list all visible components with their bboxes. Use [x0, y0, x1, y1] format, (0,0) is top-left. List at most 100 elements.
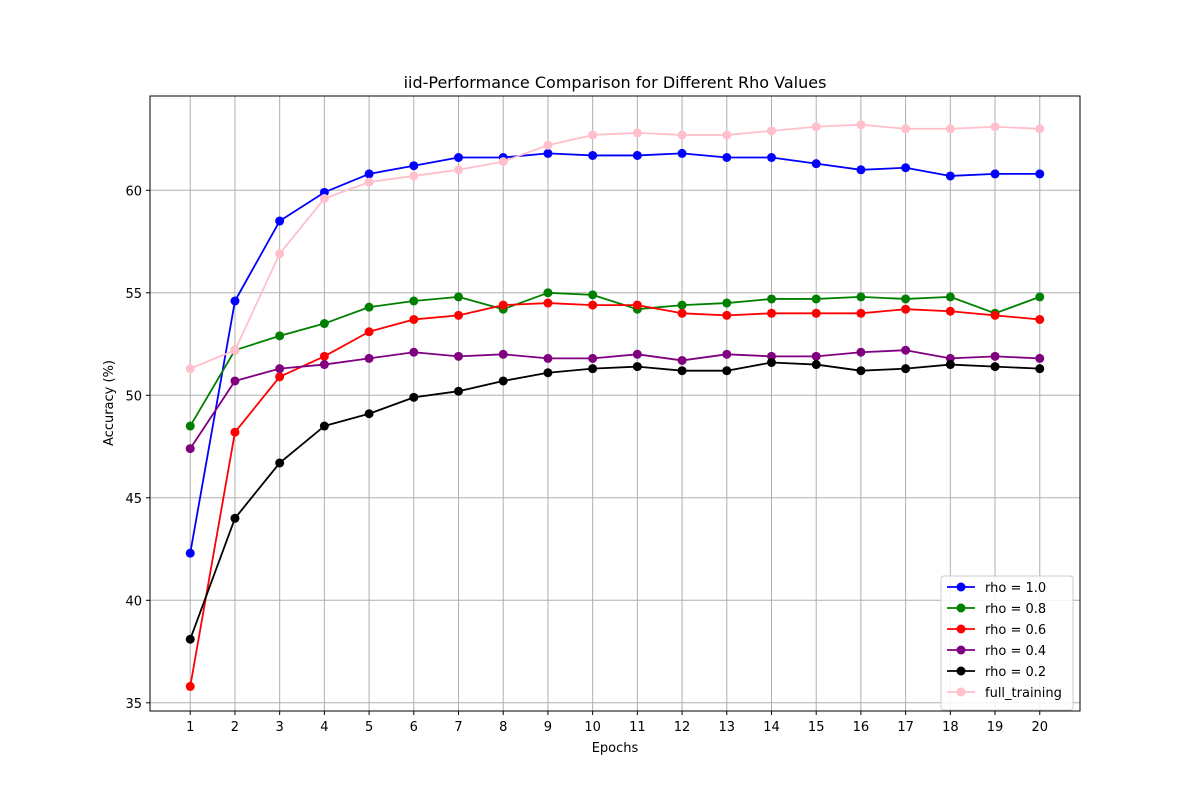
- data-point: [722, 310, 732, 320]
- series-line: [189, 361, 1040, 640]
- data-point: [275, 249, 285, 259]
- data-point: [901, 364, 911, 374]
- series-line: [189, 123, 1040, 370]
- data-point: [454, 165, 464, 175]
- data-point: [722, 130, 732, 140]
- data-point: [856, 120, 866, 130]
- data-point: [319, 351, 329, 361]
- data-point: [811, 360, 821, 370]
- x-tick-label: 16: [853, 720, 870, 735]
- x-tick-label: 20: [1031, 720, 1048, 735]
- data-point: [766, 358, 776, 367]
- data-point: [364, 177, 374, 187]
- data-point: [856, 292, 866, 302]
- data-point: [319, 187, 329, 197]
- x-tick-label: 15: [808, 720, 825, 735]
- data-point: [588, 290, 598, 300]
- data-point: [632, 150, 642, 160]
- data-point: [588, 353, 598, 363]
- series-line: [189, 291, 1041, 427]
- data-point: [275, 331, 285, 341]
- data-point: [409, 314, 419, 324]
- data-point: [901, 304, 911, 314]
- data-point: [364, 169, 374, 179]
- series-2: [185, 298, 1045, 691]
- data-point: [364, 302, 374, 312]
- data-point: [811, 122, 821, 132]
- data-point: [498, 157, 508, 167]
- legend-marker: [956, 603, 966, 613]
- data-point: [588, 150, 598, 160]
- data-point: [1035, 353, 1045, 363]
- legend-marker: [956, 666, 966, 676]
- data-point: [677, 148, 687, 158]
- data-point: [677, 366, 687, 376]
- chart-title: iid-Performance Comparison for Different…: [404, 73, 827, 92]
- data-point: [319, 319, 329, 329]
- legend-marker: [956, 624, 966, 634]
- data-point: [990, 122, 1000, 132]
- x-axis-label: Epochs: [592, 741, 639, 756]
- data-point: [1035, 124, 1045, 134]
- legend-box: [940, 575, 1074, 711]
- x-tick-label: 10: [584, 720, 601, 735]
- data-point: [677, 308, 687, 318]
- x-tick-label: 11: [629, 720, 646, 735]
- data-point: [856, 165, 866, 175]
- data-point: [543, 148, 553, 158]
- legend-label: rho = 1.0: [985, 581, 1046, 596]
- x-tick-label: 1: [186, 720, 194, 735]
- series-layer: [185, 120, 1045, 691]
- x-tick-label: 3: [276, 720, 284, 735]
- data-point: [275, 458, 285, 468]
- x-tick-label: 2: [231, 720, 239, 735]
- x-tick-label: 19: [987, 720, 1004, 735]
- data-point: [275, 372, 285, 382]
- data-point: [409, 392, 419, 402]
- x-tick-label: 17: [897, 720, 914, 735]
- data-point: [945, 306, 955, 316]
- data-point: [945, 353, 955, 363]
- series-line: [189, 349, 1040, 450]
- data-point: [677, 355, 687, 365]
- series-line: [189, 152, 1040, 554]
- data-point: [901, 124, 911, 134]
- data-point: [722, 298, 732, 308]
- data-point: [856, 347, 866, 357]
- data-point: [766, 126, 776, 136]
- data-point: [319, 194, 329, 203]
- data-point: [901, 345, 911, 355]
- x-tick-label: 9: [544, 720, 552, 735]
- data-point: [230, 296, 240, 306]
- data-point: [498, 349, 508, 359]
- data-point: [766, 308, 776, 318]
- data-point: [319, 360, 329, 370]
- x-tick-label: 12: [674, 720, 691, 735]
- data-point: [588, 300, 598, 310]
- data-point: [454, 386, 464, 396]
- data-point: [364, 353, 374, 363]
- data-point: [856, 308, 866, 318]
- data-point: [811, 308, 821, 318]
- data-point: [945, 360, 955, 370]
- data-point: [454, 292, 464, 302]
- data-point: [1035, 314, 1045, 324]
- data-point: [901, 294, 911, 304]
- data-point: [275, 364, 285, 374]
- series-3: [185, 345, 1045, 454]
- data-point: [185, 634, 195, 644]
- data-point: [766, 351, 776, 361]
- data-point: [409, 347, 419, 357]
- x-tick-label: 18: [942, 720, 959, 735]
- data-point: [632, 128, 642, 138]
- data-point: [543, 140, 553, 150]
- data-point: [230, 513, 240, 523]
- data-point: [498, 300, 508, 310]
- legend-label: rho = 0.4: [985, 644, 1046, 659]
- data-point: [543, 298, 553, 308]
- data-point: [990, 351, 1000, 361]
- data-point: [230, 427, 240, 437]
- data-point: [543, 288, 553, 298]
- axis-ticks: 1 2 3 4 5 6 7 8 9 10 11 12 13 14 15 16 17 18 19 20354045505…: [125, 184, 1048, 735]
